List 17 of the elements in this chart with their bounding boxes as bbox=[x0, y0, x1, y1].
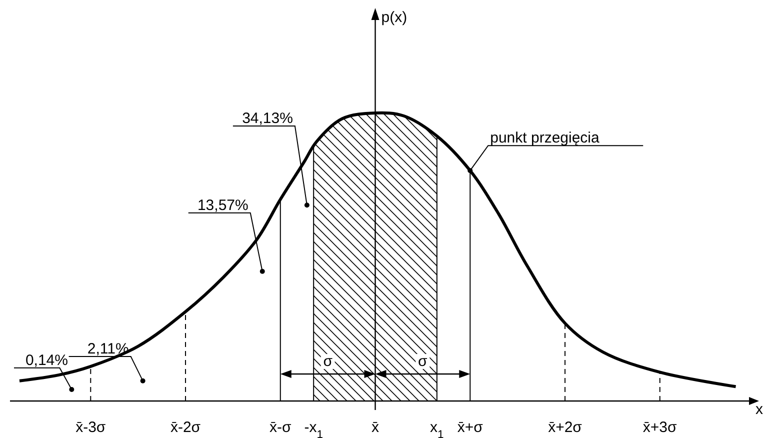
x-tick-label: x̄ bbox=[372, 419, 380, 436]
x-tick-label: x̄+σ bbox=[457, 419, 484, 436]
x-tick-label: x$_{1}$ bbox=[430, 419, 444, 438]
annotation: σ bbox=[323, 353, 334, 370]
annotation: σ bbox=[418, 353, 428, 370]
x-tick-label: x̄-2σ bbox=[170, 419, 202, 436]
x-tick-label: x̄-σ bbox=[270, 419, 292, 436]
annotation: 34,13% bbox=[242, 110, 293, 127]
x-tick-label: x̄+3σ bbox=[642, 419, 678, 436]
annotation: 13,57% bbox=[197, 196, 248, 214]
x-tick-label: -x$_{1}$ bbox=[304, 419, 323, 438]
x-tick-label: x̄-3σ bbox=[76, 419, 106, 436]
text: p(x) bbox=[381, 9, 408, 26]
annotation: punkt przegięcia bbox=[490, 130, 600, 147]
x-tick-label: x̄+2σ bbox=[548, 419, 583, 436]
annotation: 0,14% bbox=[25, 352, 68, 369]
x-axis-title: x bbox=[756, 401, 764, 418]
